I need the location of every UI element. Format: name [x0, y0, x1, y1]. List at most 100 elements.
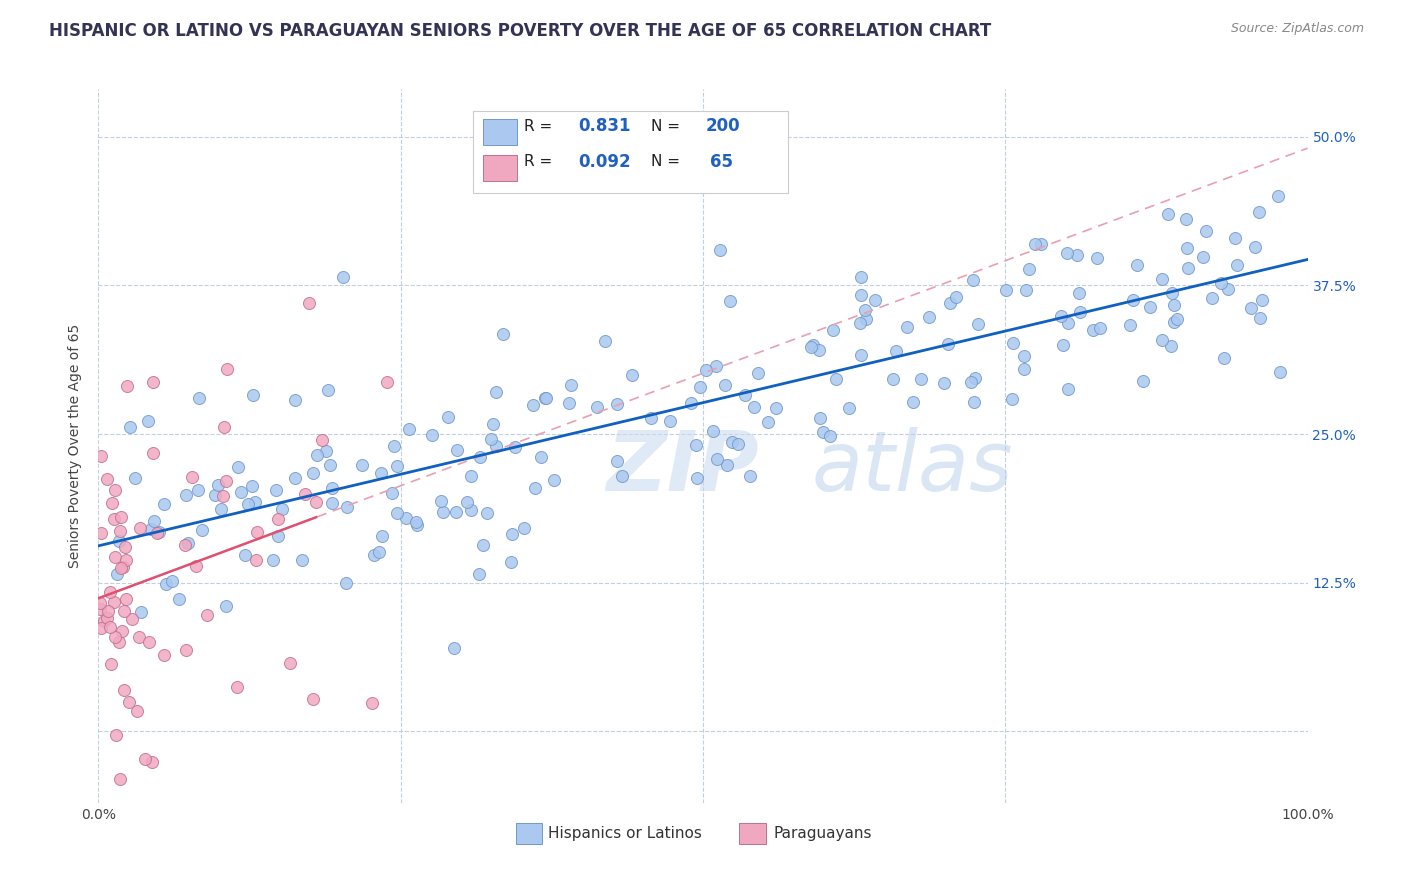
Point: [169, 592, 191, 607]
Point: [117, 378, 139, 392]
Point: [679, 396, 702, 410]
Point: [1001, 336, 1024, 351]
Point: [533, 391, 555, 405]
Point: [395, 510, 418, 524]
Point: [685, 438, 707, 452]
FancyBboxPatch shape: [482, 155, 517, 180]
Point: [398, 422, 420, 436]
Text: Source: ZipAtlas.com: Source: ZipAtlas.com: [1230, 22, 1364, 36]
Point: [443, 641, 465, 656]
Point: [503, 441, 526, 455]
Point: [278, 656, 301, 670]
Point: [849, 316, 872, 330]
Point: [718, 293, 741, 308]
Point: [142, 446, 165, 460]
Point: [472, 537, 495, 551]
Point: [721, 434, 744, 449]
Point: [882, 372, 904, 386]
Point: [89, 602, 111, 616]
Point: [1014, 362, 1036, 376]
Text: 0.831: 0.831: [578, 118, 631, 136]
FancyBboxPatch shape: [516, 822, 543, 844]
Point: [962, 273, 984, 287]
Point: [1024, 236, 1046, 251]
Point: [1177, 261, 1199, 276]
Point: [1057, 382, 1080, 396]
Point: [965, 371, 987, 385]
Point: [225, 680, 247, 694]
Point: [301, 466, 323, 480]
Point: [994, 283, 1017, 297]
Point: [485, 439, 508, 453]
Point: [215, 475, 238, 489]
Point: [108, 635, 131, 649]
Point: [1057, 316, 1080, 330]
Point: [1132, 374, 1154, 388]
Point: [709, 243, 731, 257]
Text: 200: 200: [706, 118, 740, 136]
Point: [294, 486, 316, 500]
Point: [146, 526, 169, 541]
Point: [104, 483, 127, 497]
Point: [855, 312, 877, 326]
Point: [332, 269, 354, 284]
Point: [406, 517, 429, 532]
Point: [229, 484, 252, 499]
Point: [101, 496, 124, 510]
Point: [405, 515, 427, 529]
Point: [242, 388, 264, 402]
Point: [104, 630, 127, 644]
Point: [148, 524, 170, 539]
Text: Hispanics or Latinos: Hispanics or Latinos: [548, 826, 702, 841]
Point: [176, 536, 198, 550]
Point: [305, 495, 328, 509]
Point: [375, 375, 398, 389]
Point: [1249, 204, 1271, 219]
Point: [1201, 291, 1223, 305]
Point: [141, 755, 163, 769]
Point: [606, 397, 628, 411]
Point: [302, 692, 325, 706]
Point: [758, 415, 780, 429]
Point: [460, 502, 482, 516]
Point: [204, 488, 226, 502]
Point: [321, 496, 343, 510]
Point: [1163, 315, 1185, 329]
Point: [190, 523, 212, 537]
Point: [558, 396, 581, 410]
Point: [932, 376, 955, 391]
Text: N =: N =: [651, 119, 681, 134]
Point: [593, 334, 616, 348]
FancyBboxPatch shape: [740, 822, 766, 844]
Point: [513, 521, 536, 535]
Point: [1050, 309, 1073, 323]
Point: [217, 362, 239, 376]
Point: [967, 317, 990, 331]
Point: [212, 420, 235, 434]
Point: [98, 620, 121, 634]
Point: [1119, 318, 1142, 333]
Point: [1223, 231, 1246, 245]
Point: [240, 479, 263, 493]
Point: [153, 648, 176, 662]
Point: [110, 561, 132, 575]
Point: [121, 612, 143, 626]
Point: [936, 336, 959, 351]
Point: [136, 414, 159, 428]
Point: [938, 296, 960, 310]
Point: [1066, 248, 1088, 262]
Point: [1209, 276, 1232, 290]
Point: [612, 468, 634, 483]
FancyBboxPatch shape: [474, 111, 787, 193]
Point: [233, 548, 256, 562]
Point: [98, 585, 121, 599]
Point: [742, 401, 765, 415]
Point: [863, 293, 886, 307]
Point: [264, 483, 287, 497]
Point: [800, 340, 823, 354]
Point: [1090, 321, 1112, 335]
Point: [714, 378, 737, 392]
Point: [112, 682, 135, 697]
Point: [820, 429, 842, 443]
Point: [363, 548, 385, 562]
